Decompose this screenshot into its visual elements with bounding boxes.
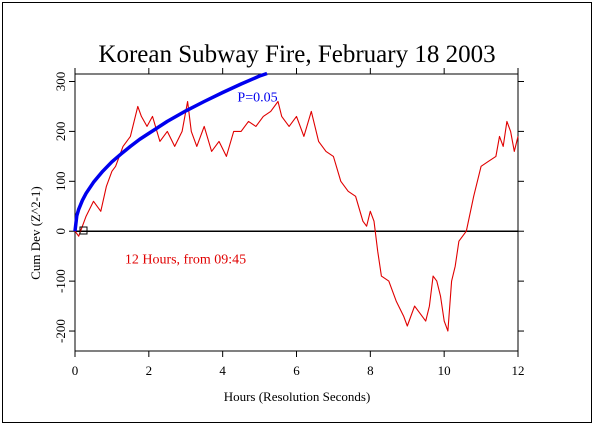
y-tick-label: 200	[53, 122, 68, 142]
x-tick-label: 0	[72, 363, 79, 378]
y-tick-label: -100	[53, 269, 68, 293]
y-tick-label: 0	[53, 228, 68, 235]
x-axis: 0 2 4 6 8 10 12	[72, 68, 525, 378]
y-tick-label: -200	[53, 319, 68, 343]
x-tick-label: 12	[512, 363, 525, 378]
cumdev-trace	[74, 100, 519, 332]
x-tick-label: 6	[293, 363, 300, 378]
x-tick-label: 8	[367, 363, 374, 378]
x-tick-label: 4	[219, 363, 226, 378]
annotation-layer: P=0.05 12 Hours, from 09:45	[125, 90, 278, 267]
figure-frame	[2, 2, 592, 423]
period-label: 12 Hours, from 09:45	[125, 253, 246, 268]
series-layer	[73, 71, 519, 332]
chart-title: Korean Subway Fire, February 18 2003	[98, 41, 495, 68]
x-axis-label: Hours (Resolution Seconds)	[224, 389, 371, 404]
start-marker	[79, 226, 88, 235]
y-tick-label: 100	[53, 172, 68, 192]
p-value-label: P=0.05	[237, 90, 277, 105]
y-tick-label: 300	[53, 72, 68, 92]
significance-curve	[73, 71, 268, 232]
y-axis-label: Cum Dev (Z^2-1)	[28, 186, 43, 279]
x-tick-label: 10	[438, 363, 451, 378]
y-axis: -200 -100 0 100 200 300	[53, 72, 524, 343]
x-tick-label: 2	[146, 363, 153, 378]
